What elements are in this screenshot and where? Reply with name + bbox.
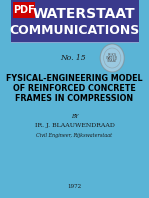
Text: IR. J. BLAAUWENDRAAD: IR. J. BLAAUWENDRAAD — [35, 124, 114, 129]
Text: STAAT: STAAT — [107, 59, 118, 63]
Bar — [13, 2, 35, 18]
Bar — [11, 0, 139, 42]
Text: PDF: PDF — [13, 5, 35, 15]
Text: OF REINFORCED CONCRETE: OF REINFORCED CONCRETE — [13, 84, 136, 92]
Text: FYSICAL-ENGINEERING MODEL: FYSICAL-ENGINEERING MODEL — [6, 73, 143, 83]
Text: BY: BY — [71, 113, 78, 118]
Circle shape — [100, 44, 124, 72]
Text: Civil Engineer, Rijkswaterstaat: Civil Engineer, Rijkswaterstaat — [36, 133, 112, 138]
Text: COMMUNICATIONS: COMMUNICATIONS — [9, 24, 140, 36]
Text: 1972: 1972 — [67, 184, 82, 188]
Text: No. 15: No. 15 — [60, 54, 86, 62]
Text: FRAMES IN COMPRESSION: FRAMES IN COMPRESSION — [15, 93, 134, 103]
Text: WATERSTAAT: WATERSTAAT — [33, 7, 135, 21]
Text: WATER: WATER — [106, 56, 118, 60]
Bar — [11, 42, 139, 198]
Text: RIJKS: RIJKS — [108, 53, 117, 57]
